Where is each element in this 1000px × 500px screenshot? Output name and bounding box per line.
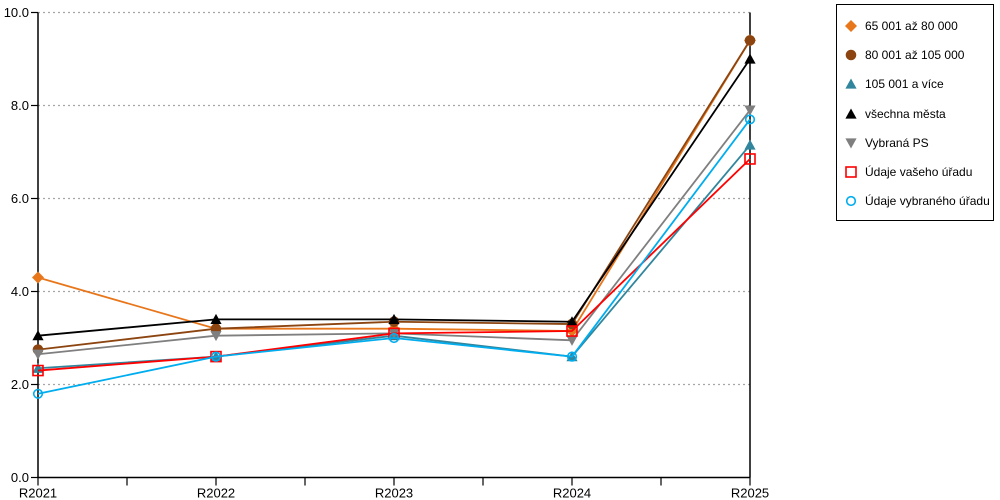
marker-open-square xyxy=(566,325,578,337)
marker-triangle-down xyxy=(210,331,222,342)
x-axis-tick-label: R2022 xyxy=(197,486,235,500)
legend-item: všechna města xyxy=(844,99,991,128)
legend-label: Údaje vašeho úřadu xyxy=(865,165,973,180)
series-line-1 xyxy=(37,39,751,351)
marker-triangle-down xyxy=(744,105,756,116)
series-line-6 xyxy=(37,118,751,395)
legend-item: Vybraná PS xyxy=(844,128,991,157)
legend-circle-icon xyxy=(845,196,857,207)
x-axis-tick-label: R2023 xyxy=(375,486,413,500)
marker-open-circle xyxy=(566,351,578,362)
series-line-3 xyxy=(37,58,751,337)
legend-label: Údaje vybraného úřadu xyxy=(865,194,990,209)
marker-diamond xyxy=(32,271,44,284)
y-axis-tick-label: 8.0 xyxy=(11,98,29,113)
y-axis-tick-label: 6.0 xyxy=(11,191,29,206)
marker-triangle-down xyxy=(845,138,857,149)
legend-circle-icon xyxy=(845,49,857,61)
marker-open-circle xyxy=(845,196,857,207)
legend-item: Údaje vašeho úřadu xyxy=(844,157,991,186)
marker-diamond xyxy=(845,19,857,32)
marker-open-circle xyxy=(32,388,44,399)
legend-label: Vybraná PS xyxy=(865,135,929,150)
marker-triangle-up xyxy=(210,313,222,324)
marker-triangle-up xyxy=(845,78,857,89)
legend-label: 105 001 a více xyxy=(865,77,944,92)
legend-label: 65 001 až 80 000 xyxy=(865,18,958,33)
marker-open-square xyxy=(32,364,44,377)
marker-open-circle xyxy=(210,351,222,362)
y-axis-tick-label: 2.0 xyxy=(11,377,29,392)
marker-triangle-up xyxy=(388,313,400,324)
marker-open-circle xyxy=(388,332,400,344)
marker-circle xyxy=(744,35,756,46)
y-axis-tick-label: 10.0 xyxy=(4,5,29,20)
x-axis-tick-label: R2025 xyxy=(731,486,769,500)
marker-open-square xyxy=(845,166,857,178)
legend-triangle-up-icon xyxy=(845,78,857,89)
y-axis-tick-label: 4.0 xyxy=(11,284,29,299)
x-axis-tick-label: R2021 xyxy=(19,486,57,500)
legend-label: všechna města xyxy=(865,106,946,121)
marker-triangle-up xyxy=(566,316,578,327)
legend-triangle-up-icon xyxy=(845,108,857,119)
chart-legend: 65 001 až 80 000 80 001 až 105 000 105 001… xyxy=(836,4,994,222)
marker-open-circle xyxy=(744,114,756,125)
legend-item: 105 001 a více xyxy=(844,70,991,99)
marker-circle xyxy=(845,49,857,61)
legend-item: Údaje vybraného úřadu xyxy=(844,187,991,216)
y-axis-tick-label: 0.0 xyxy=(11,470,29,485)
legend-triangle-down-icon xyxy=(845,138,857,149)
marker-triangle-up xyxy=(744,53,756,64)
legend-item: 80 001 až 105 000 xyxy=(844,40,991,69)
marker-triangle-up xyxy=(32,330,44,341)
marker-open-square xyxy=(744,153,756,165)
marker-triangle-up xyxy=(744,139,756,150)
series-line-0 xyxy=(37,39,751,332)
legend-diamond-icon xyxy=(845,19,857,32)
legend-label: 80 001 až 105 000 xyxy=(865,47,965,62)
legend-item: 65 001 až 80 000 xyxy=(844,11,991,40)
legend-square-icon xyxy=(845,166,857,178)
x-axis-tick-label: R2024 xyxy=(553,486,591,500)
marker-triangle-down xyxy=(566,335,578,346)
marker-triangle-down xyxy=(32,349,44,360)
marker-triangle-up xyxy=(845,108,857,119)
